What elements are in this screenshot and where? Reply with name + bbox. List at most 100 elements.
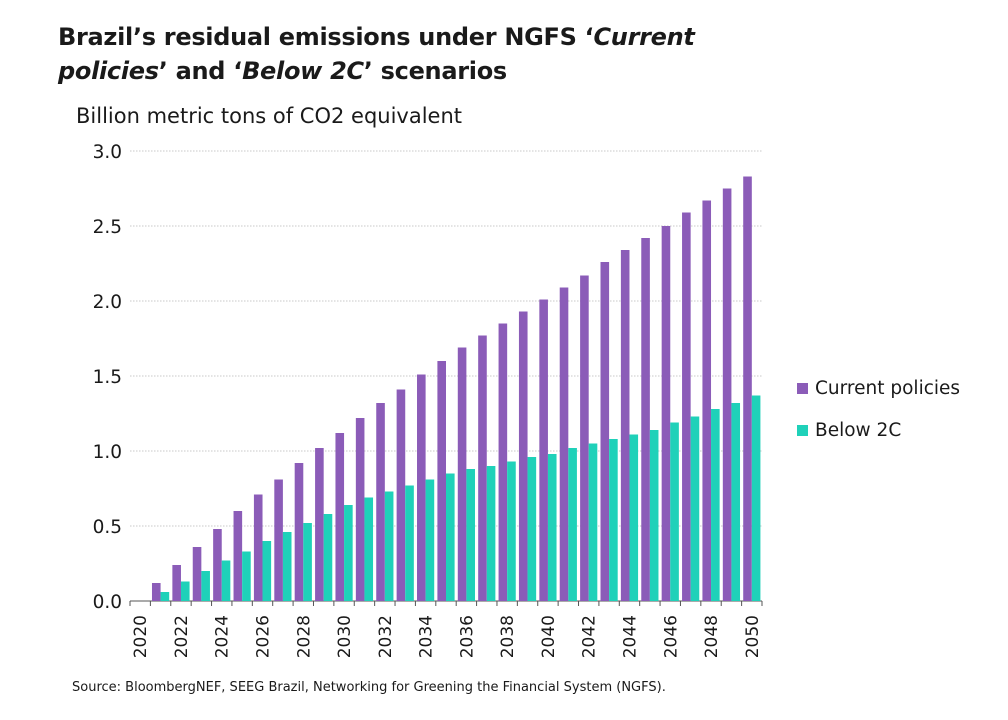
x-tick-label: 2042 (580, 615, 600, 658)
bar-below-2c (690, 416, 700, 601)
bar-below-2c (180, 581, 190, 601)
y-tick-label: 0.0 (93, 592, 122, 613)
bar-current-policies (600, 262, 610, 601)
y-tick-label: 3.0 (93, 142, 122, 163)
x-tick-label: 2026 (254, 615, 274, 658)
bar-below-2c (262, 541, 272, 601)
x-tick-label: 2044 (620, 615, 640, 658)
legend-item-current-policies: Current policies (797, 374, 960, 402)
bar-below-2c (486, 466, 496, 601)
source-note: Source: BloombergNEF, SEEG Brazil, Netwo… (72, 680, 666, 695)
legend-label-current-policies: Current policies (815, 377, 961, 399)
bar-current-policies (151, 583, 161, 601)
legend-swatch-below-2c (797, 424, 808, 436)
title-part: ’ and ‘ (158, 57, 243, 85)
bar-below-2c (446, 473, 455, 601)
bar-below-2c (282, 532, 292, 601)
bar-below-2c (670, 422, 679, 601)
bar-below-2c (323, 514, 333, 601)
title-part: Brazil’s residual emissions under NGFS ‘ (58, 23, 594, 51)
bar-below-2c (547, 454, 557, 601)
x-tick-label: 2032 (376, 615, 396, 658)
bar-below-2c (507, 461, 516, 601)
bar-current-policies (253, 494, 263, 601)
bar-below-2c (242, 551, 251, 601)
bar-below-2c (344, 505, 353, 601)
bar-current-policies (743, 176, 752, 601)
legend: Current policies Below 2C (797, 374, 960, 458)
x-tick-label: 2046 (661, 615, 681, 658)
x-tick-label: 2024 (213, 615, 233, 658)
y-axis-label: Billion metric tons of CO2 equivalent (76, 104, 463, 128)
x-tick-label: 2028 (294, 615, 314, 658)
bar-below-2c (303, 523, 312, 601)
title-part-italic: Below 2C (242, 57, 364, 85)
bar-current-policies (437, 361, 446, 601)
bar-below-2c (384, 491, 394, 601)
legend-swatch-current-policies (797, 382, 808, 394)
bar-below-2c (160, 592, 170, 601)
bar-below-2c (466, 469, 475, 601)
bar-current-policies (661, 226, 671, 601)
x-tick-label: 2048 (702, 615, 722, 658)
bar-current-policies (233, 511, 243, 601)
title-part: ’ scenarios (363, 57, 507, 85)
bar-current-policies (641, 238, 650, 601)
bar-current-policies (559, 287, 569, 601)
bar-current-policies (682, 212, 691, 601)
y-tick-label: 1.0 (93, 442, 122, 463)
legend-label-below-2c: Below 2C (815, 419, 902, 441)
x-tick-label: 2020 (131, 615, 151, 658)
bar-below-2c (711, 409, 720, 601)
bar-below-2c (568, 448, 577, 601)
bar-current-policies (335, 433, 345, 601)
bar-current-policies (518, 311, 528, 601)
x-tick-label: 2038 (498, 615, 518, 658)
bar-current-policies (172, 565, 181, 601)
x-tick-label: 2036 (457, 615, 477, 658)
bar-current-policies (396, 389, 406, 601)
bar-current-policies (274, 479, 283, 601)
bar-below-2c (425, 479, 435, 601)
bar-current-policies (192, 547, 202, 601)
bar-below-2c (731, 403, 741, 601)
bar-current-policies (539, 299, 548, 601)
bar-below-2c (221, 560, 231, 601)
bar-current-policies (478, 335, 487, 601)
bar-current-policies (620, 250, 630, 601)
x-tick-label: 2022 (172, 615, 192, 658)
legend-item-below-2c: Below 2C (797, 416, 960, 444)
bar-below-2c (629, 434, 639, 601)
bar-below-2c (405, 485, 414, 601)
y-tick-label: 1.5 (93, 367, 122, 388)
bar-below-2c (364, 497, 374, 601)
bar-below-2c (201, 571, 210, 601)
bar-current-policies (315, 448, 324, 601)
bar-below-2c (527, 457, 537, 601)
x-tick-label: 2040 (539, 615, 559, 658)
x-tick-label: 2050 (743, 615, 763, 658)
bar-current-policies (417, 374, 426, 601)
bar-current-policies (457, 347, 467, 601)
bar-current-policies (702, 200, 712, 601)
bar-current-policies (355, 418, 365, 601)
x-tick-label: 2034 (417, 615, 437, 658)
bar-current-policies (722, 188, 732, 601)
y-tick-label: 2.0 (93, 292, 122, 313)
title-part-italic: policies (58, 57, 159, 85)
bar-current-policies (213, 529, 222, 601)
bar-below-2c (609, 439, 618, 601)
title-part-italic: Current (593, 23, 695, 51)
x-tick-label: 2030 (335, 615, 355, 658)
y-tick-label: 2.5 (93, 217, 122, 238)
bar-below-2c (751, 395, 761, 601)
bar-current-policies (376, 403, 385, 601)
bar-below-2c (588, 443, 598, 601)
bar-current-policies (580, 275, 589, 601)
bar-current-policies (498, 323, 508, 601)
bar-below-2c (649, 430, 659, 601)
y-tick-label: 0.5 (93, 517, 122, 538)
bar-current-policies (294, 463, 304, 601)
chart-title: Brazil’s residual emissions under NGFS ‘… (58, 20, 778, 88)
